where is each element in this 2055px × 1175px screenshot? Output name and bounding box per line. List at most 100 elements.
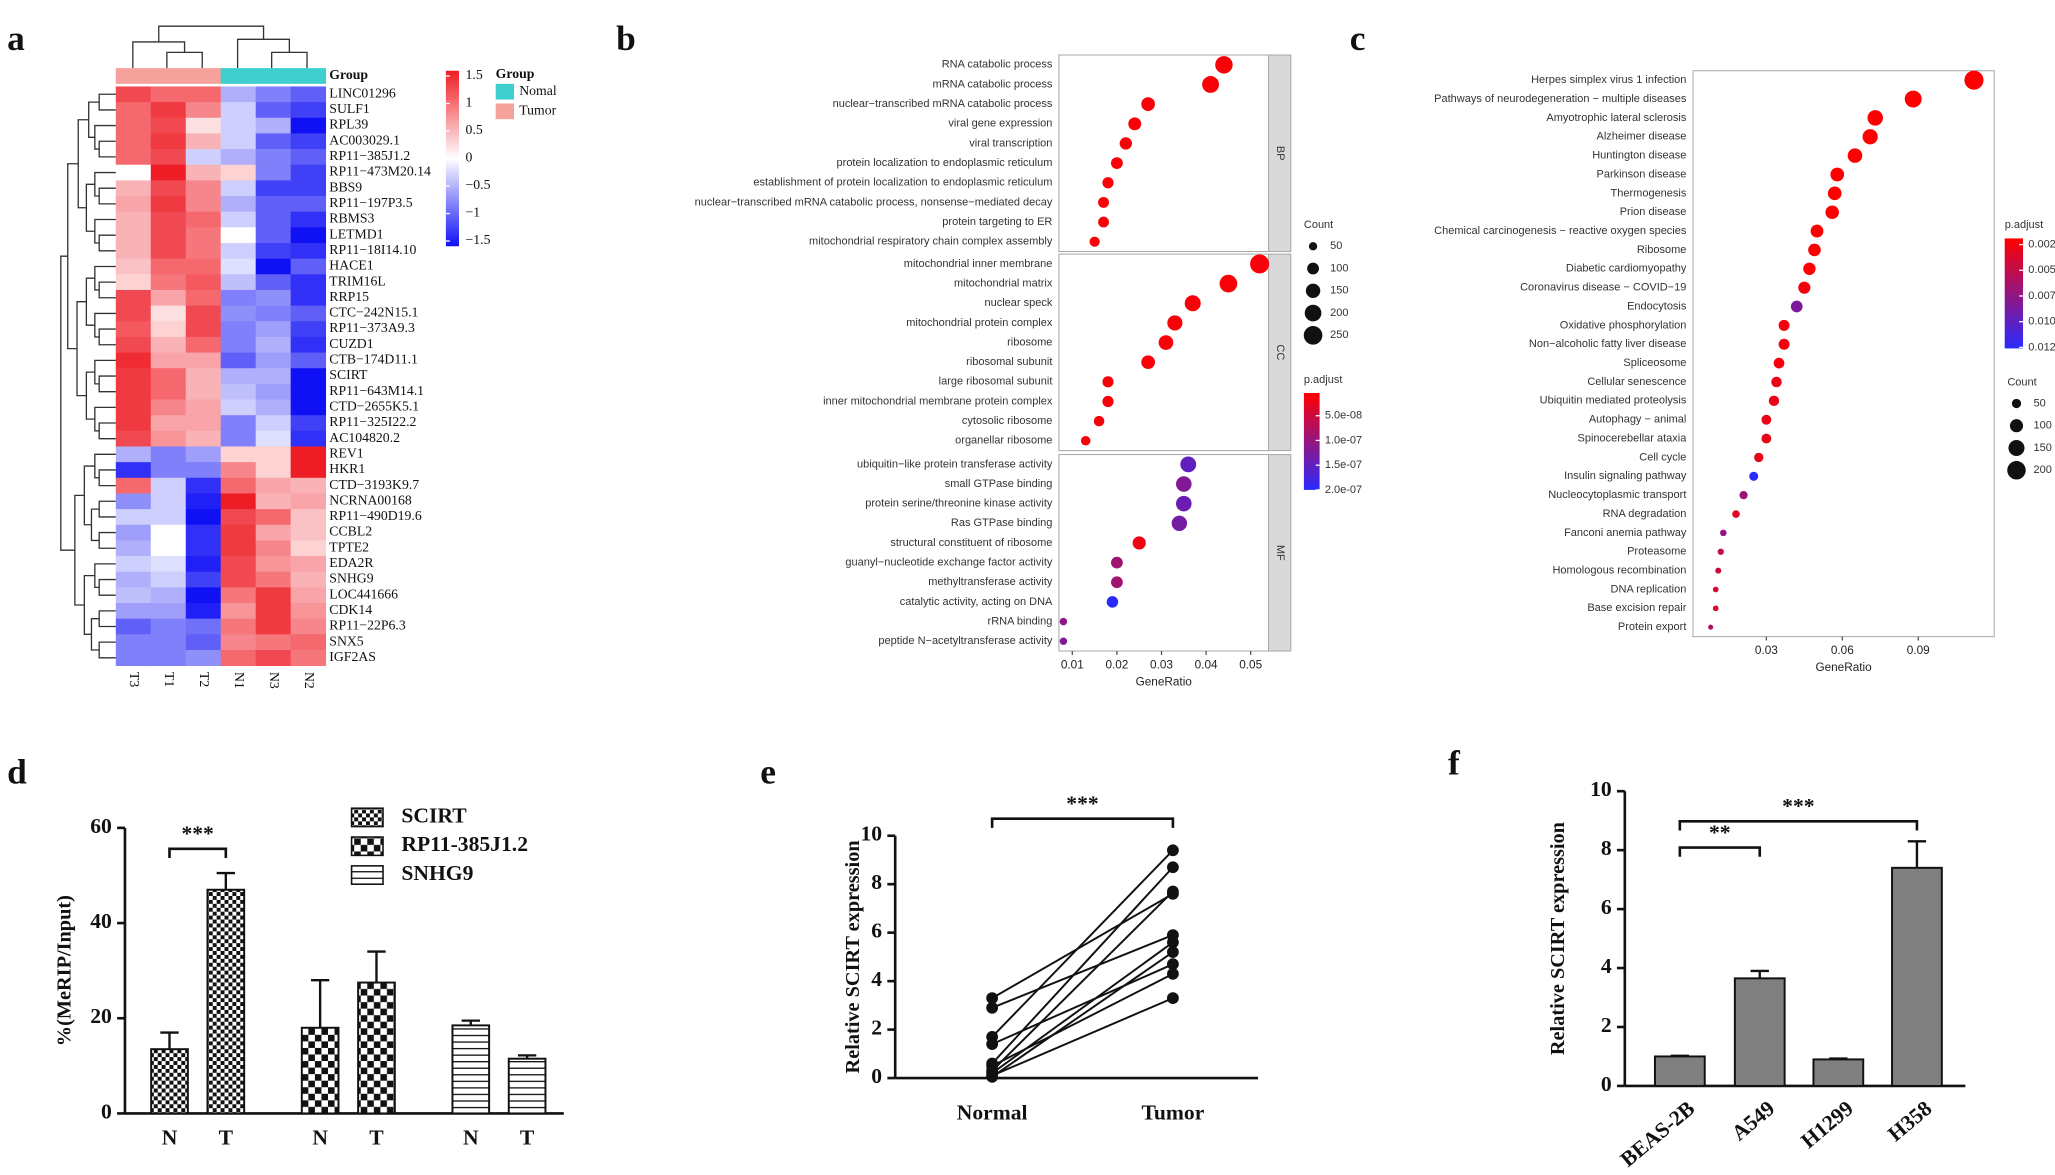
significance-label: **	[1709, 820, 1731, 844]
heatmap-cell	[220, 493, 257, 510]
heatmap-cell	[115, 242, 152, 260]
y-tick-label: 20	[90, 1004, 112, 1028]
heatmap-cell	[255, 649, 292, 667]
heatmap-cell	[185, 227, 222, 244]
term-label: nuclear−transcribed mRNA catabolic proce…	[833, 98, 1053, 110]
row-dendrogram	[85, 183, 95, 232]
heatmap-cell	[255, 117, 292, 134]
heatmap-cell	[115, 399, 152, 416]
heatmap-cell	[115, 556, 152, 573]
heatmap-cell	[115, 446, 152, 463]
heatmap-cell	[255, 587, 292, 604]
heatmap-cell	[220, 446, 257, 463]
heatmap-cell	[290, 336, 327, 353]
row-dendrogram	[98, 375, 116, 393]
row-label: RP11−18I14.10	[329, 242, 416, 257]
error-bar	[160, 1031, 179, 1050]
dot	[1180, 456, 1197, 473]
x-tick-label: T	[219, 1126, 234, 1150]
heatmap-cell	[255, 242, 292, 260]
term-label: cytosolic ribosome	[962, 415, 1052, 427]
dot	[1778, 338, 1790, 350]
heatmap-cell	[220, 368, 257, 385]
heatmap-cell	[255, 571, 292, 588]
row-label: LOC441666	[329, 586, 398, 601]
y-tick-label: 10	[1590, 777, 1612, 801]
x-tick-label: T	[369, 1126, 384, 1150]
dot	[1111, 556, 1123, 569]
dot	[1171, 515, 1188, 531]
term-label: small GTPase binding	[945, 478, 1053, 490]
y-tick-label: 40	[90, 909, 112, 933]
facet-strip	[1268, 253, 1292, 452]
heatmap-cell	[185, 462, 222, 479]
row-label: RP11−197P3.5	[329, 195, 412, 210]
term-label: mitochondrial matrix	[954, 278, 1053, 290]
heatmap-cell	[150, 430, 187, 447]
y-axis-label: %(MeRIP/Input)	[54, 895, 76, 1046]
group-cell	[290, 68, 327, 84]
heatmap-cell	[185, 336, 222, 353]
bar	[507, 1057, 547, 1115]
dot	[1119, 137, 1133, 150]
heatmap-cell	[115, 493, 152, 510]
heatmap-cell	[185, 446, 222, 463]
heatmap-cell	[185, 86, 222, 103]
row-label: RP11−22P6.3	[329, 618, 406, 633]
x-tick-label: N	[463, 1126, 479, 1150]
heatmap-cell	[220, 289, 257, 306]
dot	[1712, 586, 1719, 593]
legend-swatch	[350, 807, 384, 828]
x-tick-label: 0.05	[1239, 659, 1262, 672]
dot	[1176, 476, 1192, 492]
heatmap-cell	[185, 618, 222, 635]
heatmap-cell	[255, 603, 292, 620]
dot	[1202, 76, 1219, 93]
dot	[1830, 167, 1845, 182]
heatmap-cell	[290, 649, 327, 667]
heatmap-cell	[150, 117, 187, 134]
row-label: NCRNA00168	[329, 492, 412, 507]
row-label: AC104820.2	[329, 430, 400, 445]
heatmap-cell	[290, 86, 327, 103]
pair-line	[991, 997, 1174, 1077]
heatmap-cell	[290, 164, 327, 181]
size-legend-label: 150	[2034, 442, 2052, 454]
y-tick-label: 6	[1601, 895, 1612, 919]
error-bar	[367, 950, 386, 983]
row-label: TRIM16L	[329, 273, 386, 288]
pair-line	[991, 972, 1174, 1067]
heatmap-cell	[255, 477, 292, 494]
term-label: RNA catabolic process	[942, 59, 1053, 71]
heatmap-cell	[290, 117, 327, 134]
significance-label: ***	[181, 822, 213, 846]
row-dendrogram	[74, 494, 85, 606]
size-legend-label: 250	[1330, 329, 1348, 341]
heatmap-cell	[220, 430, 257, 447]
heatmap-cell	[115, 415, 152, 432]
heatmap-cell	[290, 289, 327, 306]
x-tick-label: T	[520, 1126, 535, 1150]
bar	[1733, 977, 1786, 1087]
row-dendrogram	[98, 610, 116, 628]
error-bar	[1750, 969, 1769, 979]
color-legend-bar	[2004, 238, 2024, 349]
term-label: Chemical carcinogenesis − reactive oxyge…	[1434, 225, 1687, 237]
heatmap-cell	[115, 180, 152, 197]
heatmap-cell	[255, 524, 292, 541]
heatmap-cell	[220, 196, 257, 213]
heatmap-cell	[220, 634, 257, 651]
row-dendrogram	[94, 312, 116, 338]
heatmap-cell	[150, 649, 187, 667]
bar	[1653, 1055, 1706, 1087]
heatmap-cell	[150, 86, 187, 103]
heatmap-cell	[185, 321, 222, 338]
heatmap-cell	[290, 509, 327, 526]
heatmap-cell	[115, 587, 152, 604]
heatmap-cell	[150, 477, 187, 494]
color-legend-label: 1.5e-07	[1325, 459, 1362, 471]
heatmap-cell	[185, 196, 222, 213]
color-legend-bar	[1303, 392, 1320, 490]
size-legend-title: Count	[2007, 376, 2036, 388]
heatmap-cell	[255, 102, 292, 119]
